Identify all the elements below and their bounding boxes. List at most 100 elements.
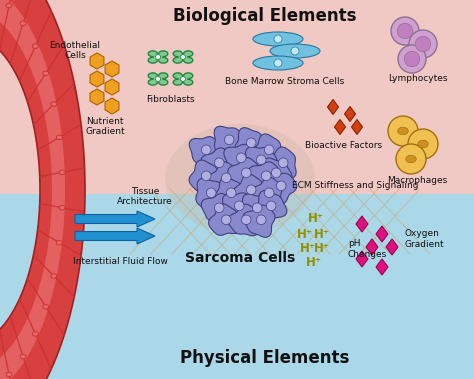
Polygon shape <box>105 79 119 95</box>
Polygon shape <box>228 158 259 190</box>
Text: Macrophages: Macrophages <box>387 176 447 185</box>
Ellipse shape <box>418 140 428 148</box>
Circle shape <box>276 181 286 191</box>
Ellipse shape <box>406 155 416 163</box>
Polygon shape <box>255 190 287 223</box>
Polygon shape <box>366 239 378 255</box>
Text: H⁺: H⁺ <box>297 227 313 241</box>
Polygon shape <box>105 98 119 114</box>
Ellipse shape <box>56 240 63 245</box>
Polygon shape <box>173 51 193 63</box>
Circle shape <box>256 215 266 225</box>
Circle shape <box>206 188 216 197</box>
Ellipse shape <box>51 274 57 278</box>
Ellipse shape <box>398 127 408 135</box>
Text: Sarcoma Cells: Sarcoma Cells <box>185 251 295 265</box>
Circle shape <box>391 17 419 45</box>
Text: ECM Stiffness and Signaling: ECM Stiffness and Signaling <box>292 181 418 190</box>
Polygon shape <box>196 179 227 210</box>
Polygon shape <box>90 89 104 105</box>
Polygon shape <box>189 160 221 192</box>
Ellipse shape <box>59 205 65 210</box>
Text: H⁺: H⁺ <box>308 213 324 226</box>
Circle shape <box>397 23 413 39</box>
Text: Endothelial
Cells: Endothelial Cells <box>49 41 100 60</box>
Text: Nutrient
Gradient: Nutrient Gradient <box>85 117 125 136</box>
Circle shape <box>221 215 231 225</box>
Circle shape <box>252 203 262 213</box>
Ellipse shape <box>20 21 26 25</box>
Polygon shape <box>235 128 267 160</box>
Polygon shape <box>208 162 240 193</box>
Bar <box>0 194 474 379</box>
Polygon shape <box>345 106 356 122</box>
Text: Lymphocytes: Lymphocytes <box>388 74 448 83</box>
Circle shape <box>214 203 224 213</box>
Ellipse shape <box>6 372 12 377</box>
Circle shape <box>241 168 251 178</box>
Polygon shape <box>251 177 282 209</box>
Polygon shape <box>223 193 255 224</box>
Polygon shape <box>201 148 233 180</box>
Circle shape <box>396 144 426 174</box>
Circle shape <box>398 45 426 73</box>
Polygon shape <box>214 177 246 209</box>
Polygon shape <box>90 71 104 87</box>
Polygon shape <box>0 0 85 379</box>
Circle shape <box>291 47 299 55</box>
Circle shape <box>246 138 256 147</box>
Circle shape <box>221 173 231 183</box>
Circle shape <box>201 171 211 181</box>
Ellipse shape <box>43 304 49 309</box>
Circle shape <box>278 158 288 168</box>
Text: Biological Elements: Biological Elements <box>173 7 357 25</box>
Circle shape <box>235 201 244 211</box>
Polygon shape <box>265 147 296 179</box>
Circle shape <box>408 129 438 159</box>
Ellipse shape <box>32 44 38 49</box>
Polygon shape <box>248 162 281 194</box>
Circle shape <box>155 77 161 81</box>
Text: Physical Elements: Physical Elements <box>180 349 350 367</box>
Ellipse shape <box>270 44 320 58</box>
Polygon shape <box>148 51 168 63</box>
FancyArrow shape <box>75 228 155 244</box>
Ellipse shape <box>32 332 38 336</box>
Text: H⁺: H⁺ <box>314 227 330 241</box>
Polygon shape <box>224 144 256 176</box>
Polygon shape <box>246 147 277 178</box>
Polygon shape <box>376 259 388 275</box>
Polygon shape <box>189 137 221 168</box>
Circle shape <box>415 36 431 52</box>
Circle shape <box>256 155 266 164</box>
Text: H⁺: H⁺ <box>306 255 322 268</box>
Polygon shape <box>201 193 233 226</box>
Text: Oxygen
Gradient: Oxygen Gradient <box>405 229 445 249</box>
Polygon shape <box>214 126 245 158</box>
Circle shape <box>237 153 246 163</box>
Polygon shape <box>0 0 65 379</box>
Polygon shape <box>356 251 368 267</box>
Circle shape <box>266 201 276 211</box>
Polygon shape <box>252 134 284 166</box>
Text: Bioactive Factors: Bioactive Factors <box>305 141 383 150</box>
Ellipse shape <box>20 354 26 359</box>
Polygon shape <box>209 204 241 235</box>
Circle shape <box>201 145 211 155</box>
Polygon shape <box>260 158 292 190</box>
Ellipse shape <box>6 3 12 8</box>
Circle shape <box>274 59 282 67</box>
Circle shape <box>246 185 256 194</box>
Ellipse shape <box>43 71 49 75</box>
Circle shape <box>409 30 437 58</box>
Text: H⁺: H⁺ <box>300 243 316 255</box>
Circle shape <box>388 116 418 146</box>
Ellipse shape <box>56 135 63 139</box>
Circle shape <box>264 145 274 155</box>
Polygon shape <box>265 173 297 204</box>
Circle shape <box>155 55 161 60</box>
Polygon shape <box>335 119 346 135</box>
Circle shape <box>224 135 234 145</box>
Circle shape <box>227 188 236 197</box>
Circle shape <box>264 188 274 197</box>
